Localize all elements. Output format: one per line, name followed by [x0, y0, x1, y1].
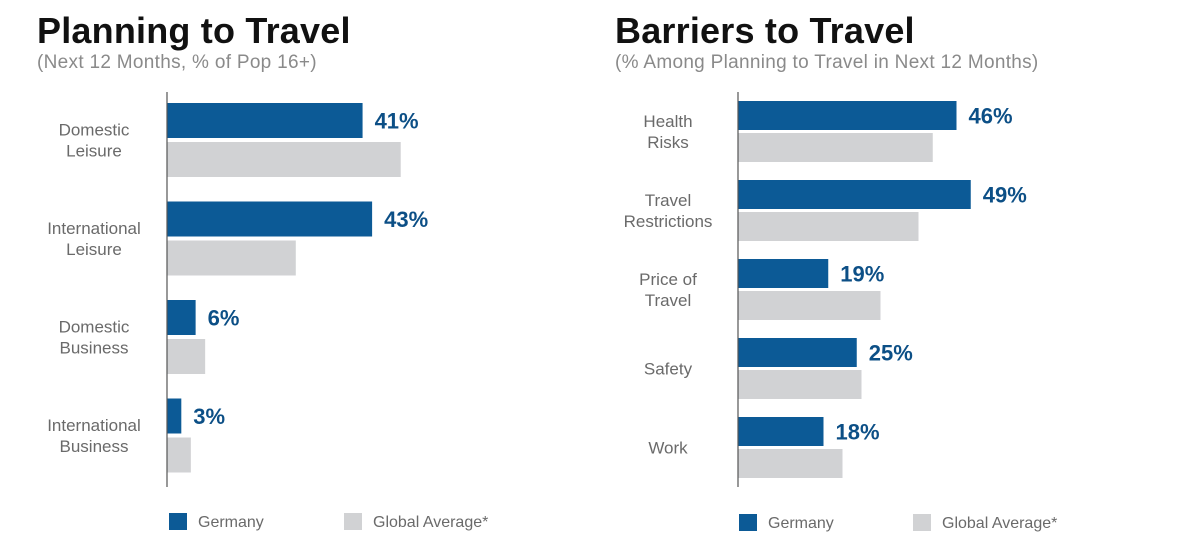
- bar-global-average: [738, 212, 919, 241]
- bar-germany: [738, 180, 971, 209]
- category-label: Business: [60, 437, 129, 456]
- category-label: Safety: [644, 360, 693, 379]
- bar-germany: [738, 101, 957, 130]
- category-label: Travel: [645, 191, 692, 210]
- category-label: Domestic: [59, 121, 130, 140]
- category-label: Price of: [639, 270, 697, 289]
- bar-global-average: [167, 142, 401, 177]
- legend-label: Germany: [768, 515, 834, 532]
- category-label: Leisure: [66, 240, 122, 259]
- category-label: International: [47, 219, 141, 238]
- barriers-panel: Barriers to Travel (% Among Planning to …: [580, 0, 1200, 546]
- value-label: 3%: [193, 404, 225, 429]
- legend-label: Global Average*: [373, 514, 488, 531]
- value-label: 19%: [840, 262, 884, 287]
- value-label: 25%: [869, 341, 913, 366]
- value-label: 46%: [969, 104, 1013, 129]
- legend-swatch-global-average: [913, 514, 931, 531]
- value-label: 49%: [983, 183, 1027, 208]
- value-label: 41%: [375, 109, 419, 134]
- legend-label: Global Average*: [942, 515, 1057, 532]
- bar-global-average: [738, 370, 862, 399]
- bar-global-average: [167, 437, 191, 473]
- category-label: Health: [643, 112, 692, 131]
- bar-global-average: [738, 133, 933, 162]
- legend-swatch-germany: [739, 514, 757, 531]
- bar-global-average: [167, 240, 296, 276]
- category-label: Risks: [647, 133, 689, 152]
- chart-subtitle: (% Among Planning to Travel in Next 12 M…: [615, 52, 1039, 73]
- category-label: Travel: [645, 291, 692, 310]
- bar-germany: [738, 417, 824, 446]
- value-label: 6%: [208, 306, 240, 331]
- value-label: 18%: [836, 420, 880, 445]
- bar-germany: [167, 398, 182, 434]
- category-label: Restrictions: [624, 212, 713, 231]
- chart-title: Barriers to Travel: [615, 10, 915, 51]
- category-label: Business: [60, 339, 129, 358]
- value-label: 43%: [384, 207, 428, 232]
- chart-subtitle: (Next 12 Months, % of Pop 16+): [37, 52, 317, 73]
- category-label: Domestic: [59, 318, 130, 337]
- planning-bar-chart: 41% Domestic Leisure 43% International Leisur…: [47, 92, 488, 531]
- legend-swatch-global-average: [344, 513, 362, 530]
- bar-global-average: [167, 339, 206, 374]
- category-label: International: [47, 416, 141, 435]
- bar-germany: [167, 300, 196, 335]
- legend-swatch-germany: [169, 513, 187, 530]
- legend-label: Germany: [198, 514, 264, 531]
- bar-germany: [167, 201, 373, 237]
- barriers-bar-chart: 46% Health Risks 49% Travel Restrictions 19% Pr…: [624, 92, 1057, 532]
- bar-germany: [738, 338, 857, 367]
- planning-panel: Planning to Travel (Next 12 Months, % of…: [0, 0, 580, 546]
- bar-germany: [167, 103, 363, 138]
- bar-global-average: [738, 291, 881, 320]
- chart-title: Planning to Travel: [37, 10, 351, 51]
- category-label: Work: [648, 439, 688, 458]
- bar-global-average: [738, 449, 843, 478]
- bar-germany: [738, 259, 829, 288]
- category-label: Leisure: [66, 142, 122, 161]
